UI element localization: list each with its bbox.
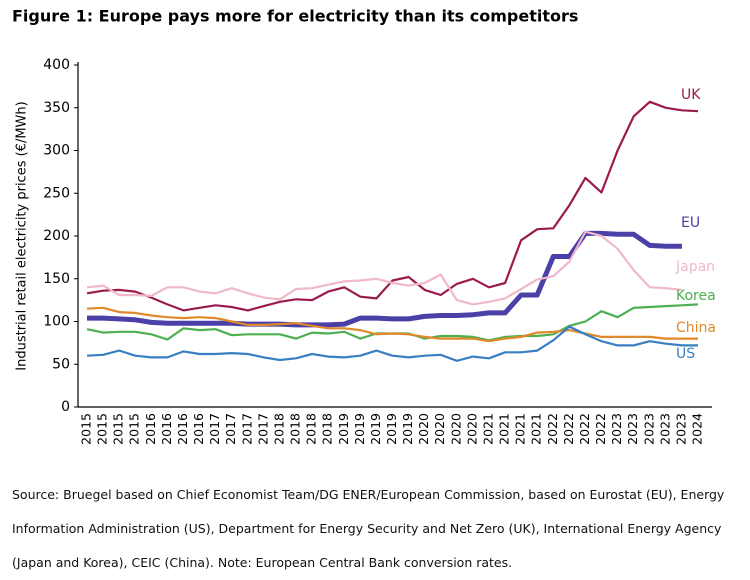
- x-tick-label: 2023: [625, 413, 640, 445]
- x-tick-label: 2023: [641, 413, 656, 445]
- x-tick-label: 2022: [561, 413, 576, 445]
- y-tick-label: 200: [43, 228, 70, 244]
- x-tick-label: 2016: [175, 413, 190, 445]
- x-tick-label: 2022: [545, 413, 560, 445]
- x-tick-label: 2015: [79, 413, 94, 445]
- x-tick-label: 2023: [657, 413, 672, 445]
- x-tick-label: 2016: [143, 413, 158, 445]
- chart-title: Figure 1: Europe pays more for electrici…: [12, 7, 578, 26]
- series-line: [86, 306, 698, 343]
- y-tick-label: 0: [61, 399, 70, 415]
- series-label: China: [676, 320, 716, 336]
- x-tick-label: 2015: [95, 413, 110, 445]
- series-label: Korea: [676, 288, 716, 304]
- x-tick-label: 2020: [416, 413, 431, 445]
- x-tick-label: 2019: [368, 413, 383, 445]
- y-tick-label: 250: [43, 185, 70, 201]
- x-tick-label: 2021: [480, 413, 495, 445]
- x-tick-label: 2020: [464, 413, 479, 445]
- x-tick-label: 2022: [593, 413, 608, 445]
- series-label: US: [676, 346, 695, 362]
- source-note: Source: Bruegel based on Chief Economist…: [12, 487, 725, 570]
- y-tick-label: 150: [43, 271, 70, 287]
- x-tick-label: 2015: [111, 413, 126, 445]
- x-tick-label: 2017: [239, 413, 254, 445]
- series-line: [86, 230, 683, 306]
- x-tick-label: 2017: [255, 413, 270, 445]
- x-tick-label: 2016: [159, 413, 174, 445]
- x-tick-label: 2019: [400, 413, 415, 445]
- x-tick-label: 2018: [288, 413, 303, 445]
- y-tick-label: 400: [43, 57, 70, 73]
- chart: Figure 1: Europe pays more for electrici…: [12, 7, 716, 445]
- x-tick-label: 2024: [690, 413, 705, 445]
- y-tick-label: 50: [52, 356, 70, 372]
- series-line: [87, 230, 682, 328]
- x-tick-label: 2021: [529, 413, 544, 445]
- series-label: UK: [681, 87, 701, 103]
- x-tick-label: 2020: [432, 413, 447, 445]
- y-axis-label: Industrial retail electricity prices (€/…: [15, 101, 30, 370]
- x-tick-label: 2019: [352, 413, 367, 445]
- x-tick-label: 2023: [673, 413, 688, 445]
- x-tick-label: 2017: [223, 413, 238, 445]
- series-line: [86, 325, 698, 362]
- y-tick-label: 100: [43, 314, 70, 330]
- x-tick-label: 2018: [304, 413, 319, 445]
- series-line: [86, 100, 699, 312]
- x-tick-label: 2018: [271, 413, 286, 445]
- y-tick-label: 300: [43, 143, 70, 159]
- x-tick-label: 2016: [191, 413, 206, 445]
- y-tick-label: 350: [43, 100, 70, 116]
- x-tick-label: 2019: [336, 413, 351, 445]
- x-tick-label: 2017: [207, 413, 222, 445]
- x-tick-label: 2020: [448, 413, 463, 445]
- x-tick-label: 2015: [127, 413, 142, 445]
- x-tick-label: 2021: [513, 413, 528, 445]
- x-tick-label: 2021: [497, 413, 512, 445]
- series-label: EU: [681, 215, 700, 231]
- x-tick-label: 2023: [609, 413, 624, 445]
- x-tick-label: 2022: [577, 413, 592, 445]
- series-label: Japan: [675, 259, 715, 275]
- x-tick-label: 2019: [384, 413, 399, 445]
- x-tick-label: 2018: [320, 413, 335, 445]
